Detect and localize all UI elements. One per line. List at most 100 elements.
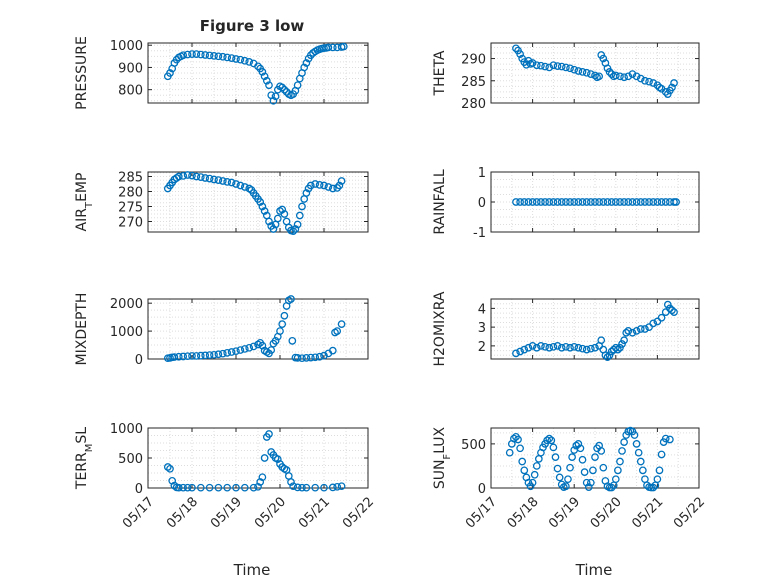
x-axis-label-left: Time — [233, 561, 271, 579]
y-tick-label: 500 — [461, 438, 486, 453]
data-point — [306, 51, 315, 60]
data-point — [649, 198, 658, 206]
data-point — [196, 50, 205, 59]
data-point — [273, 214, 282, 223]
data-point — [618, 340, 626, 348]
data-point — [232, 55, 240, 63]
x-tick-label: 05/19 — [546, 494, 583, 531]
series-air_temp — [163, 171, 346, 235]
y-tick-label: -1 — [473, 226, 486, 241]
y-tick-label: 500 — [118, 452, 143, 467]
data-point — [528, 59, 537, 67]
data-point — [196, 483, 205, 492]
data-point — [555, 473, 564, 482]
y-tick-label: 275 — [118, 201, 143, 216]
data-point — [557, 62, 566, 71]
data-point — [636, 74, 645, 83]
y-tick-label: 290 — [461, 53, 486, 68]
data-point — [528, 342, 537, 350]
data-point — [254, 340, 262, 349]
x-tick-label: 05/17 — [463, 494, 500, 531]
data-point — [505, 448, 514, 457]
data-point — [618, 447, 626, 455]
data-point — [227, 348, 236, 356]
data-point — [532, 198, 541, 206]
data-point — [580, 468, 589, 476]
data-point — [564, 475, 572, 484]
data-point — [170, 353, 179, 361]
x-tick-label: 05/18 — [164, 494, 201, 531]
data-point — [300, 63, 309, 72]
data-point — [524, 343, 533, 352]
data-point — [632, 327, 641, 335]
data-point — [597, 447, 606, 455]
data-point — [183, 352, 192, 361]
data-point — [624, 327, 633, 335]
data-point — [218, 349, 227, 358]
data-point — [210, 175, 218, 184]
data-point — [641, 198, 649, 206]
data-point — [223, 483, 232, 492]
data-point — [236, 181, 245, 190]
series-h2omixra — [512, 300, 678, 361]
data-point — [628, 328, 637, 337]
axes-frame-theta — [490, 42, 700, 104]
y-axis-label-rainfall: RAINFALL — [432, 169, 448, 234]
data-point — [240, 483, 249, 492]
data-point — [562, 63, 570, 72]
subplot-terr_msl: 0 500 1000 05/17 05/18 05/19 05/20 05/21 05/22 TE… — [74, 422, 377, 532]
data-point — [258, 202, 267, 211]
data-point — [265, 81, 273, 90]
data-point — [534, 455, 543, 463]
data-point — [265, 217, 273, 226]
data-point — [232, 483, 240, 492]
data-point — [214, 350, 223, 359]
data-point — [605, 351, 614, 360]
data-point — [188, 171, 196, 180]
x-tick-label: 05/22 — [340, 494, 377, 531]
data-point — [278, 320, 287, 328]
data-point — [595, 198, 604, 206]
y-tick-label: 800 — [118, 84, 143, 99]
data-point — [205, 351, 214, 359]
data-point — [328, 43, 337, 52]
data-point — [537, 342, 545, 350]
data-point — [566, 198, 574, 206]
y-tick-label: 285 — [461, 75, 486, 90]
x-tick-label: 05/22 — [671, 494, 708, 531]
data-point — [236, 346, 245, 354]
data-point — [258, 68, 267, 76]
data-point — [291, 225, 300, 233]
data-point — [240, 56, 249, 65]
data-point — [520, 198, 529, 206]
data-point — [657, 450, 666, 459]
y-axis-label-air_temp: AIRTEMP — [74, 173, 95, 232]
data-point — [586, 198, 595, 206]
data-point — [649, 79, 658, 87]
data-point — [302, 483, 311, 492]
subplot-mixdepth: 0 1000 2000 MIXDEPTH — [74, 293, 369, 368]
data-point — [188, 50, 196, 58]
data-point — [570, 198, 579, 206]
data-point — [512, 44, 520, 53]
data-point — [196, 173, 205, 181]
data-point — [603, 353, 612, 361]
data-point — [278, 205, 287, 214]
data-point — [236, 55, 245, 64]
data-point — [280, 85, 289, 94]
data-point — [328, 346, 337, 355]
data-point — [174, 172, 183, 181]
data-point — [645, 77, 653, 86]
data-point — [518, 457, 527, 466]
grid-terr_msl — [148, 428, 368, 488]
series-theta — [512, 44, 678, 98]
data-point — [666, 304, 674, 313]
y-tick-label: 270 — [118, 216, 143, 231]
data-point — [632, 72, 641, 81]
data-point — [599, 198, 608, 206]
data-point — [545, 343, 554, 352]
data-point — [620, 336, 628, 345]
data-point — [661, 198, 670, 206]
data-point — [311, 353, 320, 362]
